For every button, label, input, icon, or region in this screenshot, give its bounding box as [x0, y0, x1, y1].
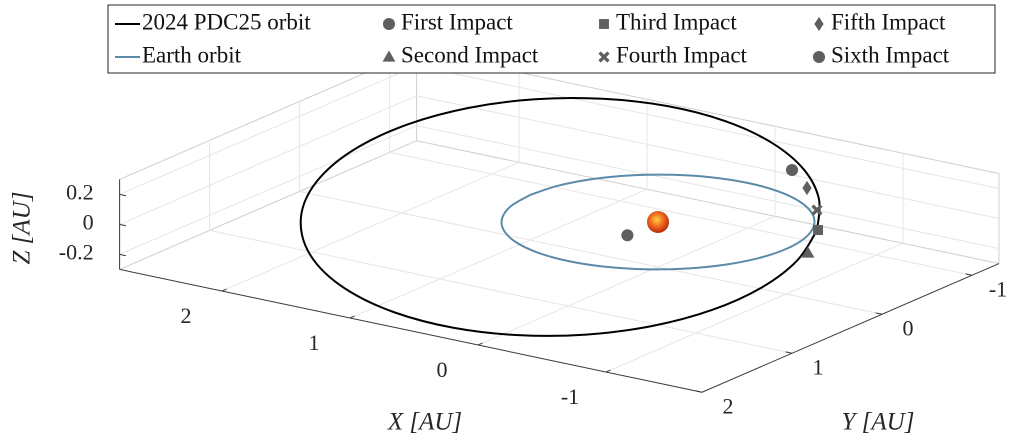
z-tick	[120, 194, 126, 195]
y-tick-label: 1	[813, 354, 824, 379]
z-tick-label: -0.2	[59, 239, 94, 264]
x-axis-label: X [AU]	[387, 409, 462, 436]
marker	[813, 51, 825, 63]
grid-line	[417, 66, 999, 189]
legend-label: Earth orbit	[142, 42, 242, 67]
grid-line	[606, 243, 903, 372]
marker	[621, 229, 633, 241]
x-tick	[606, 370, 611, 372]
grid-line	[120, 66, 417, 195]
grid-line	[222, 162, 519, 291]
legend-label: 2024 PDC25 orbit	[142, 9, 311, 34]
marker	[599, 19, 609, 29]
y-axis-label: Y [AU]	[842, 409, 915, 436]
marker	[802, 181, 811, 195]
z-axis-label: Z [AU]	[9, 192, 36, 265]
y-tick	[966, 274, 972, 275]
y-axis	[702, 264, 999, 393]
orbit-line	[301, 98, 820, 336]
z-tick-label: 0.2	[66, 179, 94, 204]
x-tick	[350, 316, 355, 318]
y-tick	[876, 313, 882, 314]
z-tick-label: 0	[83, 209, 94, 234]
chart: -1012-1012-0.200.2 X [AU] Y [AU] Z [AU] …	[0, 0, 1010, 443]
grid: -1 0 1 2 -1 0 1 2 -0.2 0 0.2	[59, 51, 1007, 419]
grid-line	[120, 126, 417, 255]
x-tick	[478, 343, 483, 345]
x-axis	[120, 269, 702, 392]
legend-label: Second Impact	[401, 42, 539, 67]
plot-area	[301, 98, 823, 336]
y-tick-label: 2	[723, 393, 734, 418]
x-tick-label: 0	[437, 357, 448, 382]
marker	[786, 164, 798, 176]
legend-label: Sixth Impact	[831, 42, 950, 67]
x-tick	[222, 289, 227, 291]
page: -1012-1012-0.200.2 X [AU] Y [AU] Z [AU] …	[0, 0, 1010, 443]
legend-label: Fourth Impact	[616, 42, 748, 67]
grid-line	[417, 96, 999, 219]
y-tick	[696, 391, 702, 392]
x-tick-label: 1	[309, 330, 320, 355]
y-tick-label: -1	[989, 276, 1007, 301]
legend-label: First Impact	[401, 9, 513, 34]
legend-label: Fifth Impact	[831, 9, 946, 34]
marker	[383, 18, 395, 30]
legend: 2024 PDC25 orbit Earth orbit First Impact S…	[108, 5, 995, 73]
legend-label: Third Impact	[616, 9, 737, 34]
z-tick	[120, 254, 126, 255]
x-tick-label: 2	[181, 303, 192, 328]
marker	[813, 225, 823, 235]
x-tick-label: -1	[561, 384, 579, 409]
sun	[647, 211, 669, 233]
grid-line	[350, 189, 647, 318]
z-tick	[120, 224, 126, 225]
y-tick	[786, 352, 792, 353]
y-tick-label: 0	[903, 315, 914, 340]
